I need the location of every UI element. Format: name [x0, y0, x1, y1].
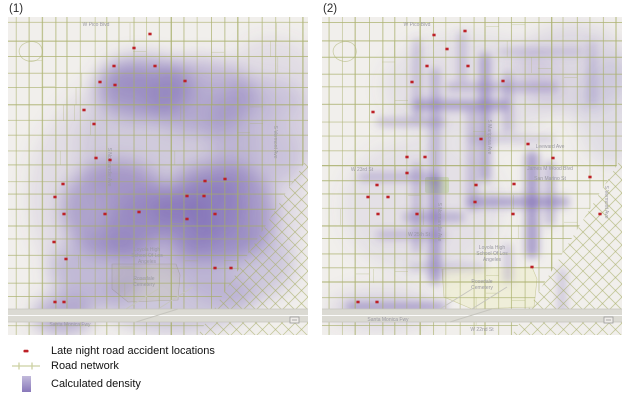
panel-1-label: (1)	[9, 3, 24, 15]
svg-text:S Vermont Ave: S Vermont Ave	[603, 186, 609, 219]
accident-markers-layer	[356, 29, 602, 304]
svg-text:Cemetery: Cemetery	[471, 285, 493, 291]
svg-text:W 23rd St: W 23rd St	[351, 167, 374, 173]
svg-text:Loyola High: Loyola High	[134, 247, 161, 253]
legend-label-accidents: Late night road accident locations	[51, 345, 215, 357]
freeway-layer	[8, 286, 308, 323]
legend-row-roads: Road network	[8, 360, 215, 372]
accident-marker-icon	[8, 345, 44, 357]
svg-text:Leeward Ave: Leeward Ave	[536, 144, 565, 150]
svg-text:Angeles: Angeles	[483, 257, 502, 263]
svg-text:Santa Monica Fwy: Santa Monica Fwy	[49, 322, 91, 328]
svg-text:James M Wood Blvd: James M Wood Blvd	[527, 166, 573, 172]
map-labels-layer: W Pico Blvd S Normandie Ave S Vermont Ave L…	[49, 22, 278, 328]
svg-text:S Mariposa Ave: S Mariposa Ave	[486, 120, 492, 155]
map-labels-layer: W Pico Blvd Leeward Ave James M Wood Blvd S…	[351, 22, 609, 333]
svg-text:School Of Los: School Of Los	[131, 253, 163, 259]
svg-text:Loyola High: Loyola High	[479, 245, 506, 251]
legend-row-density: Calculated density	[8, 375, 215, 393]
panel-1: (1) W Pico Blvd S Normandie Ave S Vermont …	[8, 0, 308, 335]
svg-text:W Pico Blvd: W Pico Blvd	[404, 22, 431, 28]
svg-text:S Normandie Ave: S Normandie Ave	[436, 203, 442, 242]
svg-text:San Marino St: San Marino St	[534, 176, 566, 182]
road-network-icon	[8, 360, 44, 372]
legend-row-accidents: Late night road accident locations	[8, 345, 215, 357]
svg-text:W 25th St: W 25th St	[408, 232, 431, 238]
panel-2: (2) W Pico Blvd Leeward Ave James M Wood B…	[322, 0, 622, 335]
map-corner-widget-icon	[603, 316, 614, 324]
svg-text:S Normandie Ave: S Normandie Ave	[106, 148, 112, 187]
svg-text:Rosedale: Rosedale	[133, 276, 154, 282]
legend-label-roads: Road network	[51, 360, 119, 372]
svg-text:Cemetery: Cemetery	[133, 282, 155, 288]
loop-road	[18, 41, 43, 62]
svg-text:Rosedale: Rosedale	[471, 279, 492, 285]
legend-label-density: Calculated density	[51, 378, 141, 390]
svg-text:Angeles: Angeles	[138, 259, 157, 265]
svg-text:W Pico Blvd: W Pico Blvd	[83, 22, 110, 28]
svg-text:Santa Monica Fwy: Santa Monica Fwy	[367, 317, 409, 323]
freeway-layer	[322, 286, 622, 323]
svg-text:S Vermont Ave: S Vermont Ave	[272, 126, 278, 159]
accident-markers-layer	[52, 32, 233, 304]
density-swatch-icon	[8, 375, 44, 393]
map-panel-1-canvas: W Pico Blvd S Normandie Ave S Vermont Ave L…	[8, 17, 308, 335]
svg-text:W 22nd St: W 22nd St	[470, 327, 494, 333]
legend: Late night road accident locations Road …	[8, 345, 215, 396]
map-corner-widget-icon	[289, 316, 300, 324]
loop-road	[332, 41, 357, 62]
map-panel-2-canvas: W Pico Blvd Leeward Ave James M Wood Blvd S…	[322, 17, 622, 335]
panel-2-label: (2)	[323, 3, 338, 15]
svg-text:School Of Los: School Of Los	[476, 251, 508, 257]
